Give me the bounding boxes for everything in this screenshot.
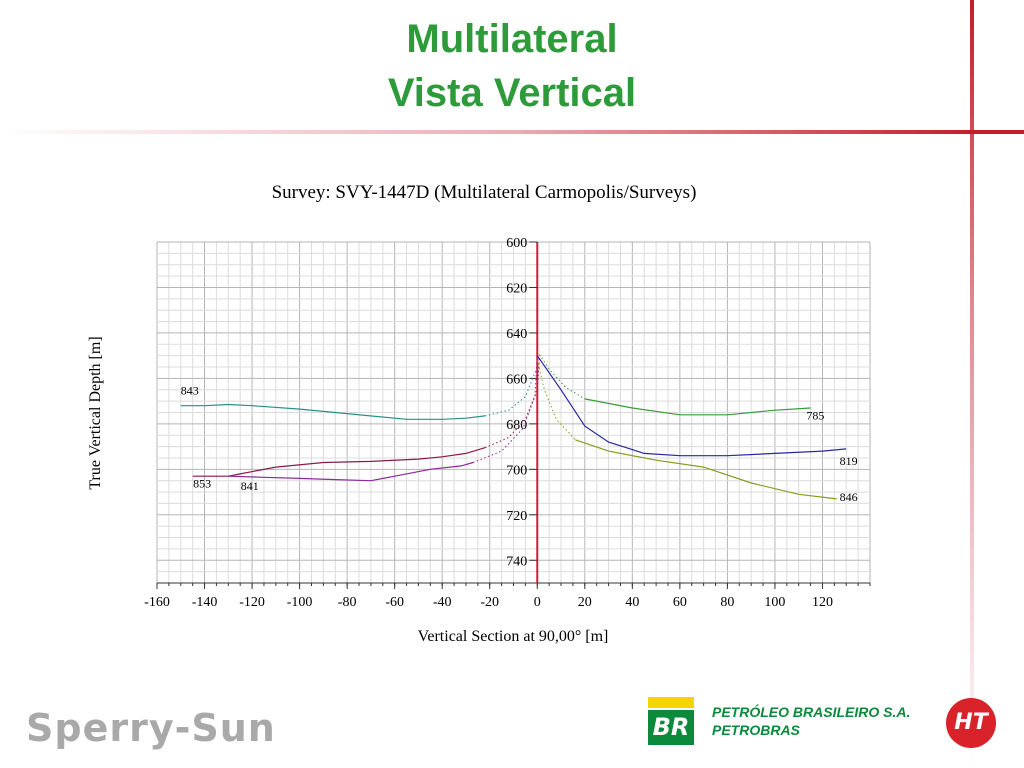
series-label-853: 853 [193,477,211,491]
x-tick-label: -20 [480,595,499,610]
x-tick-label: 0 [534,595,541,610]
right-accent-bar [970,0,974,768]
y-tick-label: 620 [506,281,527,296]
chart-axes: -160 -140 -120 -100 -80 -60 -40 -20 0 20 40 60 80 100… [144,236,871,610]
petrobras-company-name: PETRÓLEO BRASILEIRO S.A. [712,704,911,720]
x-tick-label: -140 [192,595,218,610]
series-label-843: 843 [181,383,199,397]
x-tick-label: -120 [239,595,265,610]
petrobras-brand: PETROBRAS [712,722,800,738]
x-tick-label: 80 [720,595,734,610]
x-tick-label: -40 [433,595,452,610]
series-853-line [192,447,486,477]
sperry-sun-logo: Sperry-Sun [26,706,276,750]
slide-title-line1: Multilateral [406,17,618,61]
br-logo-mark: BR [648,710,694,745]
x-tick-label: -80 [338,595,357,610]
x-tick-label: -100 [287,595,313,610]
x-tick-label: 60 [673,595,687,610]
series-846-dotted [536,360,576,441]
x-tick-label: -160 [144,595,170,610]
series-841-line [228,461,474,482]
series-843-dotted [484,366,538,417]
series-label-846: 846 [840,490,858,504]
y-tick-label: 660 [506,372,527,387]
x-tick-label: -60 [385,595,404,610]
series-853-dotted [484,355,541,449]
series-819-line [536,355,847,457]
y-axis-label: True Vertical Depth [m] [87,336,104,489]
x-tick-label: 40 [625,595,639,610]
y-tick-label: 720 [506,509,527,524]
chart-series: 843 853 841 785 819 846 [180,350,858,504]
series-843-line [180,403,486,420]
x-tick-label: 120 [812,595,833,610]
y-tick-label: 600 [506,236,527,251]
series-785-line [584,398,811,416]
ht-logo: HT [946,698,996,748]
series-785-dotted [536,350,586,400]
series-label-841: 841 [241,479,259,493]
x-axis-label: Vertical Section at 90,00° [m] [418,628,609,645]
x-tick-label: 20 [578,595,592,610]
x-tick-label: 100 [764,595,785,610]
br-logo: BR [648,697,694,745]
br-logo-yellow-band [648,697,694,708]
series-label-785: 785 [806,408,824,422]
chart-title: Survey: SVY-1447D (Multilateral Carmopol… [272,182,697,203]
series-846-line [575,439,837,500]
series-841-dotted [472,355,538,463]
header-divider [0,130,1024,134]
series-label-819: 819 [840,454,858,468]
y-tick-label: 700 [506,463,527,478]
y-tick-label: 740 [506,554,527,569]
slide-title-line2: Vista Vertical [387,71,637,115]
y-tick-label: 640 [506,327,527,342]
